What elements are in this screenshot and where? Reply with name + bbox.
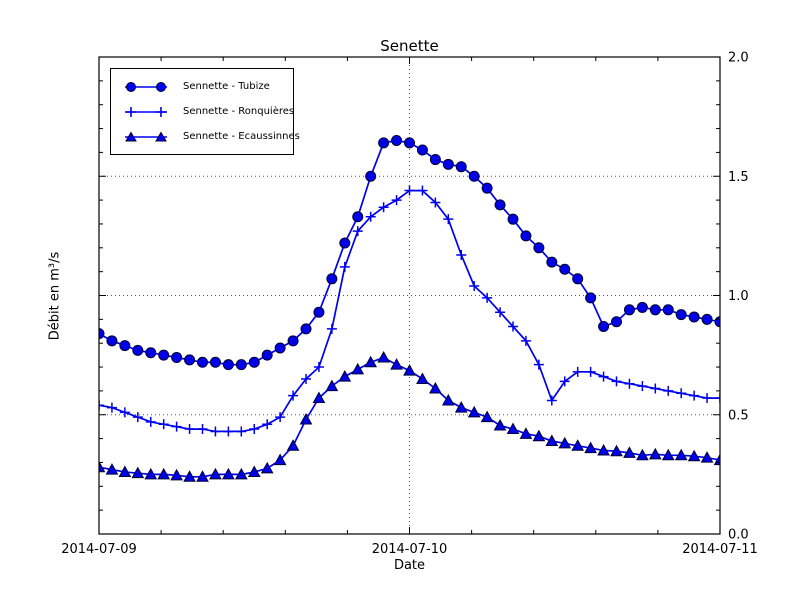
x-axis-label: Date [393,558,426,573]
legend-label-tubize: Sennette - Tubize [183,81,270,92]
legend-label-ronquieres: Sennette - Ronquières [183,106,295,117]
legend-label-ecaussinnes: Sennette - Ecaussinnes [183,131,300,142]
x-tick-label: 2014-07-11 [682,542,758,557]
series-plus [99,185,720,437]
series-triangle [99,350,720,482]
chart-title: Senette [380,37,439,55]
legend: Sennette - Tubize Sennette - Ronquières … [110,68,300,155]
legend-sample-circle-icon [125,81,167,92]
legend-item-tubize: Sennette - Tubize [121,74,293,99]
x-tick-label: 2014-07-09 [61,542,137,557]
legend-item-ecaussinnes: Sennette - Ecaussinnes [121,124,300,149]
y-tick-label: 0.0 [728,528,749,543]
y-tick-label: 1.0 [728,289,749,304]
legend-sample-triangle-icon [125,131,167,141]
y-axis-label: Débit en m³/s [47,251,63,341]
legend-item-ronquieres: Sennette - Ronquières [121,99,295,124]
series-line [99,139,720,366]
series-circle [99,134,720,371]
x-tick-label: 2014-07-10 [372,542,448,557]
y-tick-label: 1.5 [728,170,749,185]
legend-sample-plus-icon [125,106,167,117]
y-tick-label: 0.5 [728,408,749,423]
y-tick-label: 2.0 [728,51,749,66]
